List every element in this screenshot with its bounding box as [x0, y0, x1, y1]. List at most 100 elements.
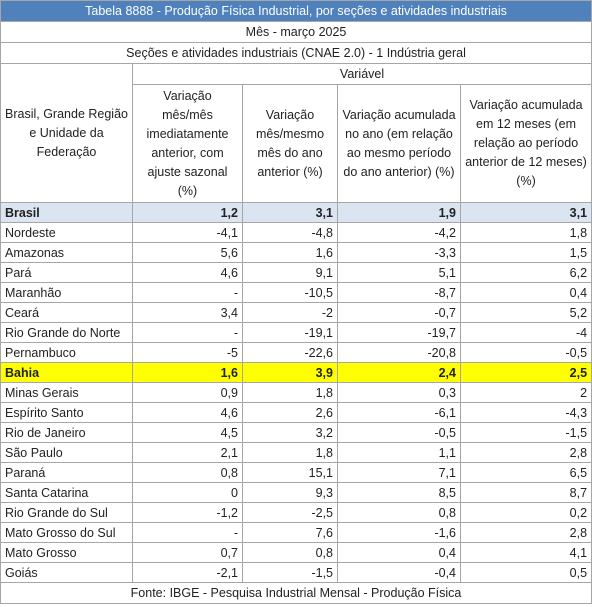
value-cell: 0,5 [459, 562, 592, 583]
region-name: Brasil [0, 202, 133, 223]
value-cell: 6,5 [459, 462, 592, 483]
region-name: Mato Grosso [0, 542, 133, 563]
footer: Fonte: IBGE - Pesquisa Industrial Mensal… [0, 582, 592, 604]
value-cell: -0,5 [337, 422, 461, 443]
value-cell: 5,6 [132, 242, 243, 263]
column-header: Variação acumulada no ano (em relação ao… [337, 84, 461, 203]
value-cell: 1,8 [459, 222, 592, 243]
value-cell: 1,8 [242, 382, 338, 403]
value-cell: 8,7 [459, 482, 592, 503]
table-row: Santa Catarina 0 9,3 8,5 8,7 [0, 482, 592, 503]
table-row: Bahia 1,6 3,9 2,4 2,5 [0, 362, 592, 383]
value-cell: - [132, 322, 243, 343]
region-name: Paraná [0, 462, 133, 483]
value-cell: 2,4 [337, 362, 461, 383]
value-cell: 7,1 [337, 462, 461, 483]
table-row: Mato Grosso do Sul -7,6 -1,6 2,8 [0, 522, 592, 543]
table-row: Amazonas 5,6 1,6 -3,3 1,5 [0, 242, 592, 263]
value-cell: 2 [459, 382, 592, 403]
table-row: Paraná 0,8 15,1 7,1 6,5 [0, 462, 592, 483]
region-name: Rio Grande do Sul [0, 502, 133, 523]
region-name: Pernambuco [0, 342, 133, 363]
value-cell: -4,3 [459, 402, 592, 423]
region-name: Minas Gerais [0, 382, 133, 403]
table-row: Rio de Janeiro 4,5 3,2 -0,5 -1,5 [0, 422, 592, 443]
value-cell: 15,1 [242, 462, 338, 483]
region-name: Bahia [0, 362, 133, 383]
value-cell: 9,1 [242, 262, 338, 283]
table-row: Maranhão - -10,5 -8,7 0,4 [0, 282, 592, 303]
value-cell: 1,8 [242, 442, 338, 463]
value-cell: -4 [459, 322, 592, 343]
value-cell: 3,9 [242, 362, 338, 383]
value-cell: 1,6 [132, 362, 243, 383]
value-cell: 0,3 [337, 382, 461, 403]
table-row: Rio Grande do Norte - -19,1 -19,7 -4 [0, 322, 592, 343]
value-cell: -19,7 [337, 322, 461, 343]
value-cell: 0,4 [337, 542, 461, 563]
region-name: Espírito Santo [0, 402, 133, 423]
value-cell: -1,5 [242, 562, 338, 583]
row-header: Brasil, Grande Região e Unidade da Feder… [0, 63, 133, 203]
value-cell: 0,7 [132, 542, 243, 563]
value-cell: -8,7 [337, 282, 461, 303]
region-name: Pará [0, 262, 133, 283]
value-cell: -22,6 [242, 342, 338, 363]
value-cell: 0,4 [459, 282, 592, 303]
value-cell: -2 [242, 302, 338, 323]
value-cell: -20,8 [337, 342, 461, 363]
column-header: Variação mês/mês imediatamente anterior,… [132, 84, 243, 203]
value-cell: -0,7 [337, 302, 461, 323]
value-cell: -19,1 [242, 322, 338, 343]
value-cell: 4,6 [132, 262, 243, 283]
value-cell: -1,2 [132, 502, 243, 523]
value-cell: 3,4 [132, 302, 243, 323]
value-cell: 5,2 [459, 302, 592, 323]
region-name: São Paulo [0, 442, 133, 463]
table-row: Espírito Santo 4,6 2,6 -6,1 -4,3 [0, 402, 592, 423]
value-cell: -6,1 [337, 402, 461, 423]
value-cell: -4,2 [337, 222, 461, 243]
value-cell: 4,6 [132, 402, 243, 423]
region-name: Goiás [0, 562, 133, 583]
table-row: Brasil 1,2 3,1 1,9 3,1 [0, 202, 592, 223]
table-row: Nordeste -4,1 -4,8 -4,2 1,8 [0, 222, 592, 243]
table-row: São Paulo 2,1 1,8 1,1 2,8 [0, 442, 592, 463]
section: Seções e atividades industriais (CNAE 2.… [0, 42, 592, 64]
table-row: Pernambuco -5 -22,6 -20,8 -0,5 [0, 342, 592, 363]
period: Mês - março 2025 [0, 21, 592, 43]
value-cell: 1,5 [459, 242, 592, 263]
value-cell: -1,5 [459, 422, 592, 443]
region-name: Santa Catarina [0, 482, 133, 503]
region-name: Rio de Janeiro [0, 422, 133, 443]
value-cell: -10,5 [242, 282, 338, 303]
value-cell: 0,9 [132, 382, 243, 403]
value-cell: -2,1 [132, 562, 243, 583]
region-name: Maranhão [0, 282, 133, 303]
value-cell: - [132, 522, 243, 543]
value-cell: 5,1 [337, 262, 461, 283]
column-header: Variação acumulada em 12 meses (em relaç… [459, 84, 592, 203]
value-cell: 1,1 [337, 442, 461, 463]
region-name: Amazonas [0, 242, 133, 263]
value-cell: 2,5 [459, 362, 592, 383]
table-row: Pará 4,6 9,1 5,1 6,2 [0, 262, 592, 283]
value-cell: 2,1 [132, 442, 243, 463]
value-cell: 0,2 [459, 502, 592, 523]
table-body: Brasil 1,2 3,1 1,9 3,1 Nordeste -4,1 -4,8 -4,2 1,… [0, 202, 592, 583]
value-cell: 0,8 [337, 502, 461, 523]
table-row: Goiás -2,1 -1,5 -0,4 0,5 [0, 562, 592, 583]
value-cell: -5 [132, 342, 243, 363]
value-cell: -4,8 [242, 222, 338, 243]
value-cell: 1,6 [242, 242, 338, 263]
value-cell: 1,2 [132, 202, 243, 223]
column-header: Variação mês/mesmo mês do ano anterior (… [242, 84, 338, 203]
table-header: Tabela 8888 - Produção Física Industrial… [0, 0, 592, 203]
group-header: Variável [131, 63, 592, 85]
value-cell: 4,1 [459, 542, 592, 563]
value-cell: 3,1 [242, 202, 338, 223]
value-cell: 6,2 [459, 262, 592, 283]
table-title: Tabela 8888 - Produção Física Industrial… [0, 0, 592, 22]
